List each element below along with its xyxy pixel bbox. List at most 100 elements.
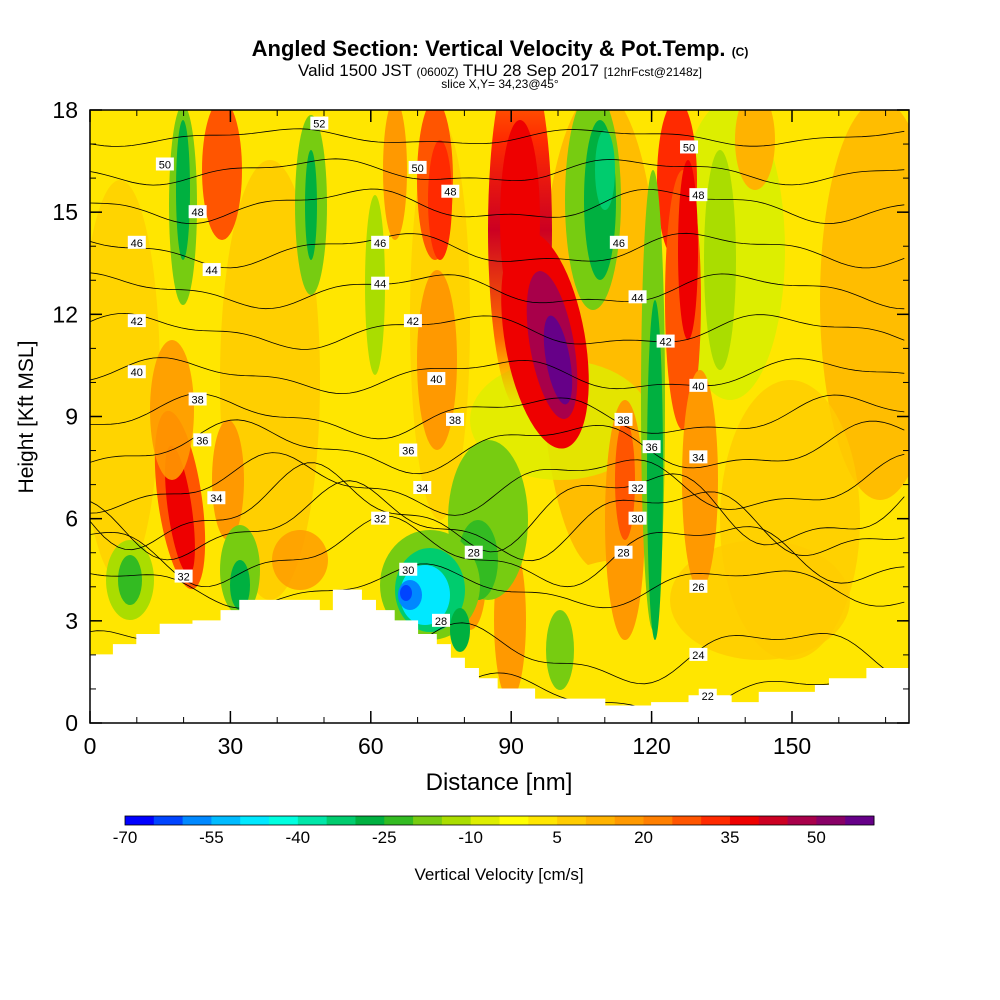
colorbar-tick-label: -10 bbox=[458, 828, 483, 847]
theta-contours bbox=[90, 128, 905, 718]
theta-contour-50 bbox=[90, 158, 905, 186]
theta-label-22: 22 bbox=[702, 691, 714, 703]
theta-contour-52 bbox=[90, 128, 905, 147]
theta-label-46: 46 bbox=[374, 238, 386, 250]
colorbar-swatch bbox=[470, 816, 500, 825]
x-axis-label: Distance [nm] bbox=[426, 769, 573, 796]
theta-contour-labels: 22 24 26 28 28 28 30 30 32 32 32 34 34 34 36 36 36 38 38 38… bbox=[127, 116, 717, 703]
theta-label-48: 48 bbox=[192, 207, 204, 219]
theta-label-24: 24 bbox=[692, 650, 704, 662]
colorbar-swatch bbox=[326, 816, 356, 825]
theta-contour-44 bbox=[90, 272, 905, 310]
theta-contour-30 bbox=[90, 480, 905, 562]
theta-label-36: 36 bbox=[196, 435, 208, 447]
chart-title-unit: (C) bbox=[731, 45, 749, 59]
theta-contour-34 bbox=[90, 452, 905, 516]
colorbar-swatch bbox=[758, 816, 789, 825]
theta-label-42: 42 bbox=[660, 337, 672, 349]
theta-contour-36 bbox=[90, 419, 905, 475]
colorbar-swatch bbox=[211, 816, 241, 825]
theta-label-46: 46 bbox=[613, 238, 625, 250]
theta-label-32: 32 bbox=[631, 483, 643, 495]
theta-label-bg bbox=[609, 235, 628, 249]
colorbar-tick-label: 20 bbox=[634, 828, 653, 847]
y-tick-label: 15 bbox=[52, 199, 78, 225]
colorbar-swatch bbox=[125, 816, 155, 825]
theta-label-42: 42 bbox=[407, 316, 419, 328]
colorbar-tick-label: 35 bbox=[721, 828, 740, 847]
chart-title-text: Angled Section: Vertical Velocity & Pot.… bbox=[251, 36, 726, 61]
theta-label-28: 28 bbox=[468, 548, 480, 560]
theta-contour-32 bbox=[90, 462, 905, 553]
theta-label-bg bbox=[642, 440, 661, 454]
theta-contour-28 bbox=[90, 515, 905, 588]
theta-label-bg bbox=[155, 157, 174, 171]
theta-label-40: 40 bbox=[692, 381, 704, 393]
y-tick-label: 12 bbox=[52, 301, 78, 327]
theta-label-bg bbox=[689, 579, 708, 593]
colorbar-swatch bbox=[384, 816, 414, 825]
theta-label-32: 32 bbox=[177, 572, 189, 584]
theta-label-bg bbox=[188, 392, 207, 406]
theta-label-38: 38 bbox=[617, 415, 629, 427]
colorbar-swatch bbox=[816, 816, 846, 825]
colorbar-tick-label: -25 bbox=[372, 828, 397, 847]
theta-label-bg bbox=[656, 334, 675, 348]
y-tick-label: 18 bbox=[52, 97, 78, 123]
theta-contour-42 bbox=[90, 312, 905, 350]
colorbar-swatch bbox=[614, 816, 645, 825]
slice-info: slice X,Y= 34,23@45° bbox=[441, 77, 559, 91]
theta-contour-40 bbox=[90, 357, 905, 395]
theta-label-44: 44 bbox=[374, 279, 386, 291]
valid-zulu: (0600Z) bbox=[416, 65, 459, 79]
theta-label-bg bbox=[614, 545, 633, 559]
theta-label-38: 38 bbox=[449, 415, 461, 427]
theta-label-42: 42 bbox=[131, 316, 143, 328]
colorbar: -70 -55 -40 -25 -10 5 20 35 50 bbox=[113, 815, 875, 847]
x-tick-label: 0 bbox=[84, 733, 97, 759]
x-tick-label: 30 bbox=[218, 733, 244, 759]
colorbar-swatch bbox=[269, 816, 299, 825]
theta-contour-46 bbox=[90, 232, 905, 269]
y-tick-label: 9 bbox=[65, 404, 78, 430]
y-tick-label: 6 bbox=[65, 506, 78, 532]
theta-label-bg bbox=[127, 365, 146, 379]
y-tick-label: 0 bbox=[65, 710, 78, 736]
theta-contour-38 bbox=[90, 393, 905, 440]
colorbar-swatch bbox=[729, 816, 760, 825]
colorbar-tick-label: -70 bbox=[113, 828, 138, 847]
theta-label-bg bbox=[628, 481, 647, 495]
theta-label-40: 40 bbox=[131, 367, 143, 379]
theta-label-bg bbox=[628, 290, 647, 304]
theta-label-bg bbox=[464, 545, 483, 559]
theta-label-bg bbox=[127, 235, 146, 249]
theta-label-36: 36 bbox=[645, 442, 657, 454]
colorbar-swatch bbox=[297, 816, 328, 825]
theta-label-bg bbox=[310, 116, 329, 130]
theta-label-34: 34 bbox=[692, 452, 704, 464]
theta-label-bg bbox=[371, 276, 390, 290]
theta-label-34: 34 bbox=[416, 483, 428, 495]
chart-title: Angled Section: Vertical Velocity & Pot.… bbox=[0, 36, 1000, 62]
theta-label-44: 44 bbox=[206, 265, 218, 277]
terrain bbox=[89, 589, 910, 724]
colorbar-swatch bbox=[441, 816, 472, 825]
forecast-tag: [12hrFcst@2148z] bbox=[603, 65, 702, 79]
colorbar-swatch bbox=[528, 816, 558, 825]
colorbar-swatch bbox=[499, 816, 529, 825]
theta-label-bg bbox=[403, 314, 422, 328]
theta-label-bg bbox=[174, 569, 193, 583]
x-tick-label: 120 bbox=[632, 733, 670, 759]
valid-date: THU 28 Sep 2017 bbox=[462, 61, 600, 80]
theta-label-bg bbox=[446, 412, 465, 426]
theta-label-30: 30 bbox=[402, 565, 414, 577]
colorbar-swatch bbox=[787, 816, 817, 825]
theta-label-bg bbox=[698, 688, 717, 702]
colorbar-swatch bbox=[240, 816, 270, 825]
theta-contour-26 bbox=[90, 563, 905, 609]
y-axis-label: Height [Kft MSL] bbox=[15, 341, 38, 494]
theta-label-48: 48 bbox=[444, 187, 456, 199]
theta-label-bg bbox=[371, 511, 390, 525]
colorbar-tick-label: -55 bbox=[199, 828, 224, 847]
